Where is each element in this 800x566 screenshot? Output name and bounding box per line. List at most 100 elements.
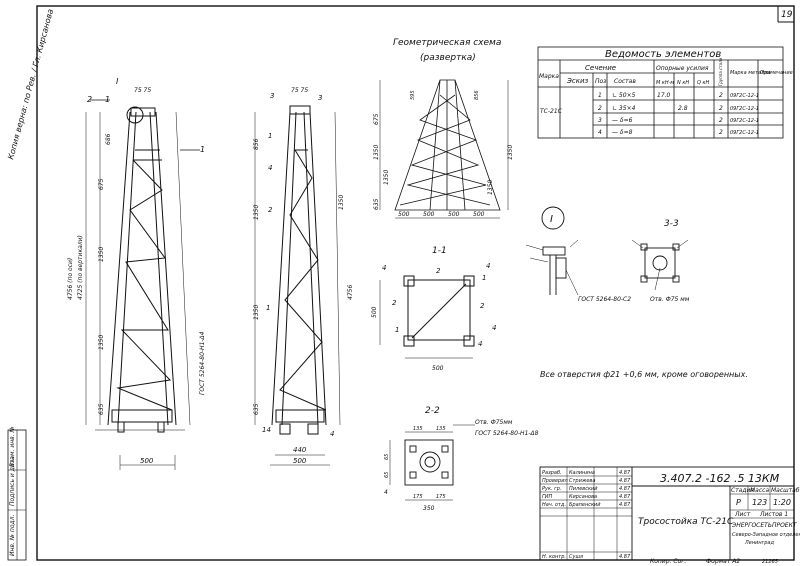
- section-33: [631, 239, 689, 291]
- row2-steel: 09Г2С-12-1: [730, 106, 759, 112]
- section-11-label: 1-1: [432, 246, 447, 256]
- left-dim-7575: 75 75: [134, 87, 151, 94]
- table-h-mark: Марка: [539, 73, 559, 80]
- title-roles: Разраб. Проверил Рук. гр. ГИП Нач. отд. …: [542, 470, 631, 560]
- left-section-1b: 1: [200, 145, 205, 154]
- title-sheets: Листов 1: [759, 511, 788, 518]
- section-11-dim-w: 500: [432, 365, 444, 372]
- right-label-4b: 4: [330, 430, 334, 438]
- right-dim-500: 500: [293, 457, 307, 465]
- scheme-dim-b1: 500: [398, 211, 410, 218]
- section-22-d4: 175: [436, 494, 446, 500]
- table-h-comp: Состав: [614, 78, 636, 85]
- section-11-l8: 4: [492, 324, 496, 332]
- name-3: Пилевский: [569, 486, 598, 492]
- left-section-1a: 1: [105, 95, 110, 104]
- section-11-l4: 2: [392, 299, 397, 307]
- left-dim-500: 500: [140, 457, 154, 465]
- row2-g: 2: [719, 105, 723, 112]
- section-11-l9: 4: [478, 340, 482, 348]
- name-4: Кирсанова: [569, 494, 597, 500]
- detail-I-gost: ГОСТ 5264-80-С2: [578, 296, 631, 303]
- left-vert-label-1: 4756 (по оси): [67, 258, 74, 300]
- table-h-pos: Поз: [595, 78, 606, 85]
- strip-label-2: Подпись и дата: [9, 456, 16, 506]
- section-22-d8: 4: [384, 489, 388, 496]
- table-rows: 1 ∟ 50×5 17.0 2 09Г2С-12-1 2 ∟ 35×4 2.8 …: [598, 92, 759, 136]
- section-22-label: 2-2: [425, 406, 440, 416]
- scheme-subtitle: (развертка): [420, 53, 476, 63]
- section-22-d2: 135: [436, 426, 446, 432]
- detail-I: [525, 206, 579, 296]
- table-h-forces: Опорные усилия: [656, 65, 709, 72]
- row1-pos: 1: [598, 92, 602, 99]
- right-dim-1350a: 1350: [253, 205, 260, 220]
- scheme-dim-1350b: 1350: [383, 170, 390, 185]
- left-dim-686: 686: [105, 133, 112, 145]
- date-6: 4.87: [619, 554, 631, 560]
- name-1: Калинина: [569, 470, 595, 476]
- right-dim-1350c: 1350: [338, 195, 345, 210]
- right-label-14: 14: [262, 426, 271, 434]
- section-22-d3: 175: [413, 494, 423, 500]
- section-11-l7: 1: [395, 326, 399, 334]
- role-2: Проверил: [542, 478, 568, 484]
- title-org1: ЭНЕРГОСЕТЬПРОЕКТ: [731, 522, 798, 529]
- left-weld-note: ГОСТ 5264-80-Н1-Δ4: [199, 331, 206, 395]
- name-2: Стрижева: [569, 478, 595, 484]
- right-label-1: 1: [268, 132, 272, 140]
- format-label: Формат А2: [706, 558, 740, 565]
- right-dim-440: 440: [293, 446, 307, 454]
- right-dim-1350b: 1350: [253, 305, 260, 320]
- title-stage: Р: [736, 498, 741, 507]
- row4-pos: 4: [598, 129, 602, 136]
- row3-comp: — δ=6: [612, 117, 633, 124]
- right-dim-856: 856: [253, 138, 260, 150]
- scheme-dim-r1350a: 1350: [507, 145, 514, 160]
- table-h-steel: Марка металла: [730, 70, 771, 76]
- row2-pos: 2: [598, 105, 602, 112]
- section-11-l6: 2: [480, 302, 485, 310]
- name-6: Сушя: [569, 554, 583, 560]
- role-3: Рук. гр.: [542, 486, 562, 492]
- section-22: [389, 424, 475, 501]
- row3-g: 2: [719, 117, 723, 124]
- scheme-drawing: [379, 79, 509, 219]
- section-11-l2: 2: [436, 267, 441, 275]
- strip-label-3: Взам. инв. №: [9, 426, 16, 467]
- scheme-title: Геометрическая схема: [393, 38, 501, 48]
- title-code: 3.407.2 -162 .5 13КМ: [660, 472, 780, 485]
- table-h-section: Сечение: [585, 64, 616, 72]
- left-elevation: [85, 99, 200, 470]
- scheme-dim-856: 856: [474, 90, 480, 100]
- section-11-dim-h: 500: [371, 306, 378, 318]
- left-dim-675: 675: [98, 178, 105, 190]
- row1-g: 2: [719, 92, 723, 99]
- scheme-dim-635: 635: [373, 198, 380, 210]
- row4-comp: — δ=8: [612, 129, 633, 136]
- left-section-2: 2: [87, 95, 92, 104]
- left-vert-label-2: 4725 (по вертикали): [77, 235, 84, 300]
- section-11-l3: 1: [482, 274, 486, 282]
- left-strip: Инв. № подл. Подпись и дата Взам. инв. №: [7, 426, 27, 561]
- section-22-gost: ГОСТ 5264-80-Н1-Δ8: [475, 430, 539, 437]
- right-dim-635: 635: [253, 403, 260, 415]
- right-label-2: 2: [268, 206, 273, 214]
- section-11-l1: 4: [382, 264, 386, 272]
- small-number: 21265: [762, 559, 778, 565]
- section-22-d1: 135: [413, 426, 423, 432]
- scheme-dim-595: 595: [410, 90, 416, 100]
- table-h-sketch: Эскиз: [566, 77, 589, 85]
- title-scale: 1:20: [773, 498, 791, 507]
- title-name: Тросостойка ТС-21С: [638, 517, 734, 527]
- section-33-label: 3-3: [664, 219, 679, 229]
- section-11: [379, 275, 475, 359]
- scheme-dim-b2: 500: [423, 211, 435, 218]
- row4-g: 2: [719, 129, 723, 136]
- left-detail-I: I: [116, 77, 119, 86]
- right-elevation: [254, 105, 341, 466]
- outer-frame: [36, 5, 795, 561]
- scheme-dim-b4: 500: [473, 211, 485, 218]
- left-dim-1350b: 1350: [98, 335, 105, 350]
